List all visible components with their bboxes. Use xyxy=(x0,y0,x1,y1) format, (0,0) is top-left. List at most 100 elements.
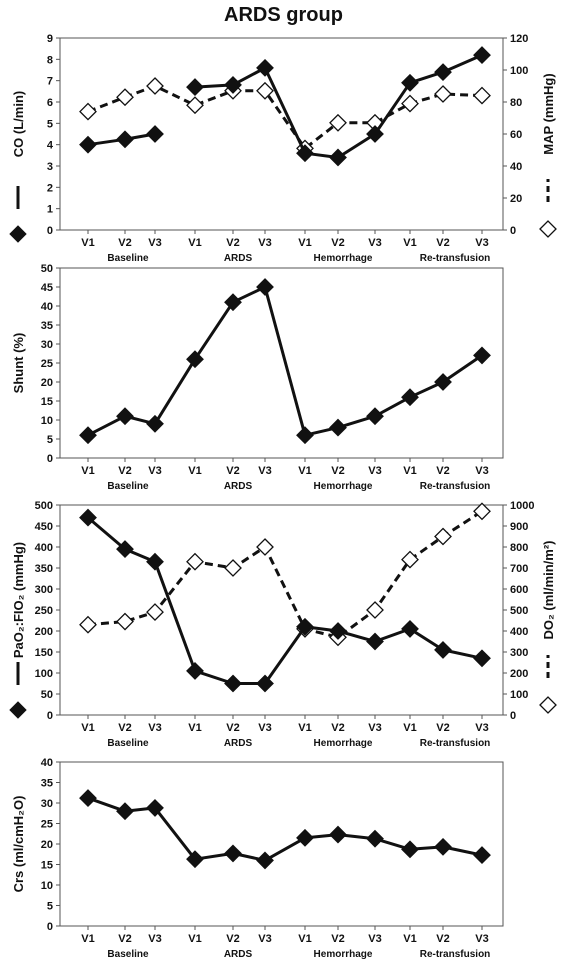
y-left-tick-label: 50 xyxy=(41,689,53,701)
y-left-tick-label: 300 xyxy=(35,584,53,596)
data-point-co xyxy=(116,130,134,149)
x-tick-label: V3 xyxy=(368,465,381,477)
data-point-shunt xyxy=(116,407,134,426)
y-left-tick-label: 45 xyxy=(41,282,53,294)
x-tick-label: V1 xyxy=(403,237,416,249)
data-point-co xyxy=(329,148,347,167)
data-point-co xyxy=(296,144,314,163)
x-tick-label: V2 xyxy=(226,237,239,249)
x-tick-label: V3 xyxy=(148,237,161,249)
y-left-tick-label: 30 xyxy=(41,798,53,810)
x-tick-label: V3 xyxy=(475,237,488,249)
chart-co-map: 0 1 2 3 4 5 6 7 8 9 0 20 40 60 80 100 120 V1 V2 V3 V1 V2 V3 V1 V… xyxy=(9,33,557,264)
data-point-shunt xyxy=(366,407,384,426)
y-left-tick-label: 0 xyxy=(47,225,53,237)
x-tick-label: V3 xyxy=(148,933,161,945)
data-point-pao2-fio2 xyxy=(473,649,491,668)
data-point-shunt xyxy=(224,293,242,312)
series-line-shunt xyxy=(87,285,483,437)
x-tick-label: V1 xyxy=(298,933,311,945)
x-tick-label: V2 xyxy=(118,933,131,945)
y-left-tick-label: 6 xyxy=(47,97,53,109)
y-left-tick-label: 40 xyxy=(41,757,53,769)
x-tick-label: V3 xyxy=(148,465,161,477)
data-point-map xyxy=(473,86,491,105)
x-tick-label: V2 xyxy=(436,933,449,945)
x-tick-label: V2 xyxy=(226,933,239,945)
y-left-tick-label: 20 xyxy=(41,377,53,389)
data-point-do2 xyxy=(473,502,491,521)
y-left-tick-label: 5 xyxy=(47,118,53,130)
series-line-pao2-fio2 xyxy=(87,516,483,685)
y-right-tick-label: 100 xyxy=(510,65,528,77)
x-group-label: ARDS xyxy=(224,253,253,264)
x-tick-label: V3 xyxy=(368,933,381,945)
x-tick-label: V2 xyxy=(118,722,131,734)
x-tick-label: V3 xyxy=(258,722,271,734)
data-point-do2 xyxy=(224,559,242,577)
x-tick-label: V2 xyxy=(118,237,131,249)
y-left-tick-label: 20 xyxy=(41,839,53,851)
series-line-co xyxy=(87,53,483,159)
data-point-crs xyxy=(329,825,347,844)
x-group-label: ARDS xyxy=(224,481,253,492)
legend-open-diamond-icon xyxy=(539,696,557,714)
figure-title: ARDS group xyxy=(224,4,343,26)
y-left-tick-label: 30 xyxy=(41,339,53,351)
x-tick-label: V3 xyxy=(258,465,271,477)
x-group-label: Baseline xyxy=(107,949,149,960)
y-right-tick-label: 600 xyxy=(510,584,528,596)
y-right-tick-label: 40 xyxy=(510,161,522,173)
data-point-crs xyxy=(116,802,134,821)
x-group-label: ARDS xyxy=(224,949,253,960)
y-left-tick-label: 350 xyxy=(35,563,53,575)
y-left-tick-label: 15 xyxy=(41,396,53,408)
x-group-label: Hemorrhage xyxy=(314,949,373,960)
data-point-do2 xyxy=(186,552,204,571)
data-point-map xyxy=(256,81,274,100)
y-right-tick-label: 0 xyxy=(510,225,516,237)
x-group-label: Baseline xyxy=(107,253,149,264)
data-point-map xyxy=(116,88,134,107)
data-point-shunt xyxy=(329,418,347,437)
y-left-tick-label: 10 xyxy=(41,415,53,427)
y-left-tick-label: 40 xyxy=(41,301,53,313)
y-right-axis-label: DO₂ (ml/min/m²) xyxy=(541,541,556,640)
y-left-tick-label: 5 xyxy=(47,434,53,446)
y-right-tick-label: 700 xyxy=(510,563,528,575)
y-right-tick-label: 60 xyxy=(510,129,522,141)
y-right-tick-label: 120 xyxy=(510,33,528,45)
data-point-crs xyxy=(401,840,419,859)
legend-filled-diamond-icon xyxy=(9,225,27,243)
x-tick-label: V3 xyxy=(258,933,271,945)
chart-pf-do2: 0 50 100 150 200 250 300 350 400 450 500 0 100 200 300… xyxy=(9,500,557,749)
x-tick-label: V1 xyxy=(188,933,201,945)
x-tick-label: V3 xyxy=(475,722,488,734)
x-tick-label: V3 xyxy=(148,722,161,734)
x-tick-label: V2 xyxy=(436,237,449,249)
y-right-axis-label: MAP (mmHg) xyxy=(541,73,556,154)
y-left-tick-label: 10 xyxy=(41,880,53,892)
y-left-axis-label: CO (L/min) xyxy=(11,91,26,157)
data-point-co xyxy=(79,135,97,154)
data-point-do2 xyxy=(256,538,274,556)
x-tick-label: V1 xyxy=(188,237,201,249)
x-group-label: Baseline xyxy=(107,481,149,492)
data-point-pao2-fio2 xyxy=(256,674,274,693)
chart-shunt: 0 5 10 15 20 25 30 35 40 45 50 V1 V2 V3 V1 V2 V3 V1 V2 V3 V1… xyxy=(11,263,504,492)
data-point-pao2-fio2 xyxy=(366,632,384,651)
series-line-map xyxy=(87,84,483,150)
y-left-tick-label: 9 xyxy=(47,33,53,45)
y-left-tick-label: 7 xyxy=(47,76,53,88)
y-left-tick-label: 150 xyxy=(35,647,53,659)
y-right-tick-label: 900 xyxy=(510,521,528,533)
data-point-co xyxy=(473,46,491,64)
data-point-map xyxy=(186,96,204,115)
y-left-tick-label: 100 xyxy=(35,668,53,680)
data-point-co xyxy=(146,125,164,143)
data-point-pao2-fio2 xyxy=(329,622,347,640)
data-point-crs xyxy=(79,789,97,807)
data-point-shunt xyxy=(146,414,164,433)
data-point-pao2-fio2 xyxy=(224,674,242,693)
y-left-tick-label: 1 xyxy=(47,204,53,216)
